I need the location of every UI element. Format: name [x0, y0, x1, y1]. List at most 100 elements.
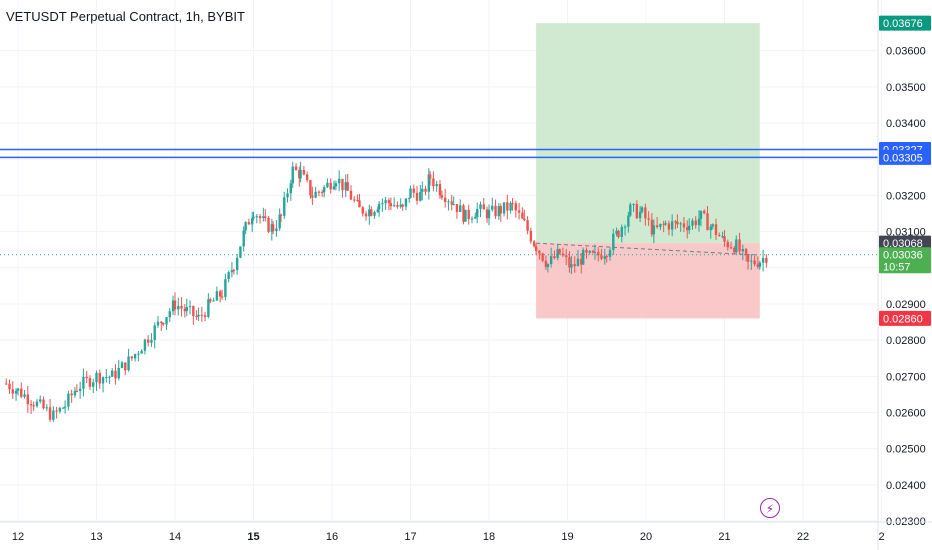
candle-body — [549, 256, 553, 264]
candle-body — [247, 222, 251, 225]
candles — [5, 161, 768, 422]
candle-body — [534, 246, 538, 251]
candle-body — [101, 377, 105, 384]
candle-body — [291, 166, 294, 184]
candle-body — [404, 198, 408, 207]
candle-body — [283, 197, 286, 216]
target-price-badge-label: 0.03676 — [883, 18, 923, 30]
candle-body — [45, 407, 48, 409]
candle-body — [526, 220, 529, 231]
candle-body — [322, 187, 326, 193]
candle-body — [387, 200, 391, 204]
candle-body — [58, 407, 62, 412]
candle-body — [679, 223, 682, 225]
y-tick-label: 0.03100 — [886, 227, 926, 239]
candle-body — [561, 253, 565, 256]
candle-body — [146, 339, 150, 343]
candle-body — [514, 203, 518, 211]
candle-body — [361, 207, 364, 214]
candle-body — [603, 256, 606, 259]
x-tick-label: 12 — [12, 531, 24, 543]
candle-body — [711, 224, 714, 227]
candle-body — [48, 407, 52, 420]
candle-body — [761, 257, 765, 263]
candle-body — [427, 174, 431, 192]
candle-body — [738, 239, 741, 252]
candle-body — [55, 410, 58, 412]
candle-body — [264, 216, 267, 218]
candle-body — [235, 257, 239, 271]
candle-body — [108, 376, 111, 378]
candle-body — [694, 220, 697, 226]
candle-body — [635, 204, 639, 219]
candle-body — [605, 256, 608, 258]
candle-body — [432, 178, 435, 187]
candle-body — [32, 405, 35, 407]
candle-body — [494, 205, 497, 217]
candle-body — [278, 214, 281, 229]
candle-body — [114, 370, 117, 379]
candle-body — [5, 383, 8, 385]
candle-body — [511, 203, 514, 205]
candle-body — [227, 272, 230, 280]
candle-body — [546, 263, 550, 268]
candle-body — [640, 207, 644, 212]
lightning-icon[interactable]: ⚡ — [760, 498, 780, 518]
candle-body — [447, 201, 450, 203]
candle-body — [615, 230, 618, 234]
candle-body — [753, 260, 756, 265]
candle-body — [428, 174, 432, 179]
candle-body — [667, 223, 671, 230]
x-tick-label: 20 — [640, 531, 652, 543]
candle-body — [298, 169, 301, 179]
candle-body — [532, 241, 536, 247]
candle-body — [687, 225, 691, 231]
y-tick-label: 0.02700 — [886, 371, 926, 383]
candle-body — [593, 251, 597, 253]
candle-body — [703, 210, 706, 214]
y-tick-label: 0.02400 — [886, 480, 926, 492]
horizontal-levels[interactable] — [0, 148, 878, 256]
candle-body — [467, 209, 470, 220]
candle-body — [320, 191, 324, 193]
candle-body — [117, 367, 120, 379]
candle-body — [499, 206, 502, 214]
candle-body — [756, 264, 760, 267]
candle-body — [23, 394, 26, 397]
candle-body — [133, 354, 137, 359]
candle-body — [506, 202, 509, 211]
candle-body — [150, 340, 153, 343]
candle-body — [655, 225, 659, 228]
candle-body — [177, 305, 180, 310]
candle-body — [173, 300, 177, 310]
candle-body — [299, 170, 302, 179]
candle-body — [353, 199, 356, 201]
candle-body — [160, 321, 163, 323]
x-tick-label: 2 — [878, 531, 884, 543]
candle-body — [358, 200, 361, 208]
candle-body — [70, 393, 73, 396]
candle-body — [452, 204, 455, 206]
candle-body — [758, 262, 762, 267]
candle-body — [16, 388, 20, 391]
candle-body — [346, 182, 349, 191]
candle-body — [556, 249, 559, 259]
candle-body — [564, 255, 568, 258]
candle-body — [171, 300, 175, 312]
candle-body — [165, 317, 168, 325]
candle-body — [529, 230, 533, 242]
candle-body — [317, 191, 321, 193]
candle-body — [714, 224, 718, 236]
target-zone — [536, 23, 760, 244]
price-badges: 0.036760.033270.033050.030680.0303610:57… — [879, 15, 931, 326]
y-tick-label: 0.03200 — [886, 190, 926, 202]
candle-body — [421, 188, 424, 192]
candle-body — [709, 226, 712, 231]
candle-body — [497, 206, 501, 217]
candle-body — [224, 279, 227, 297]
candle-body — [686, 227, 689, 231]
target-price-badge — [879, 15, 931, 31]
candle-body — [541, 253, 544, 261]
candle-body — [279, 214, 283, 216]
